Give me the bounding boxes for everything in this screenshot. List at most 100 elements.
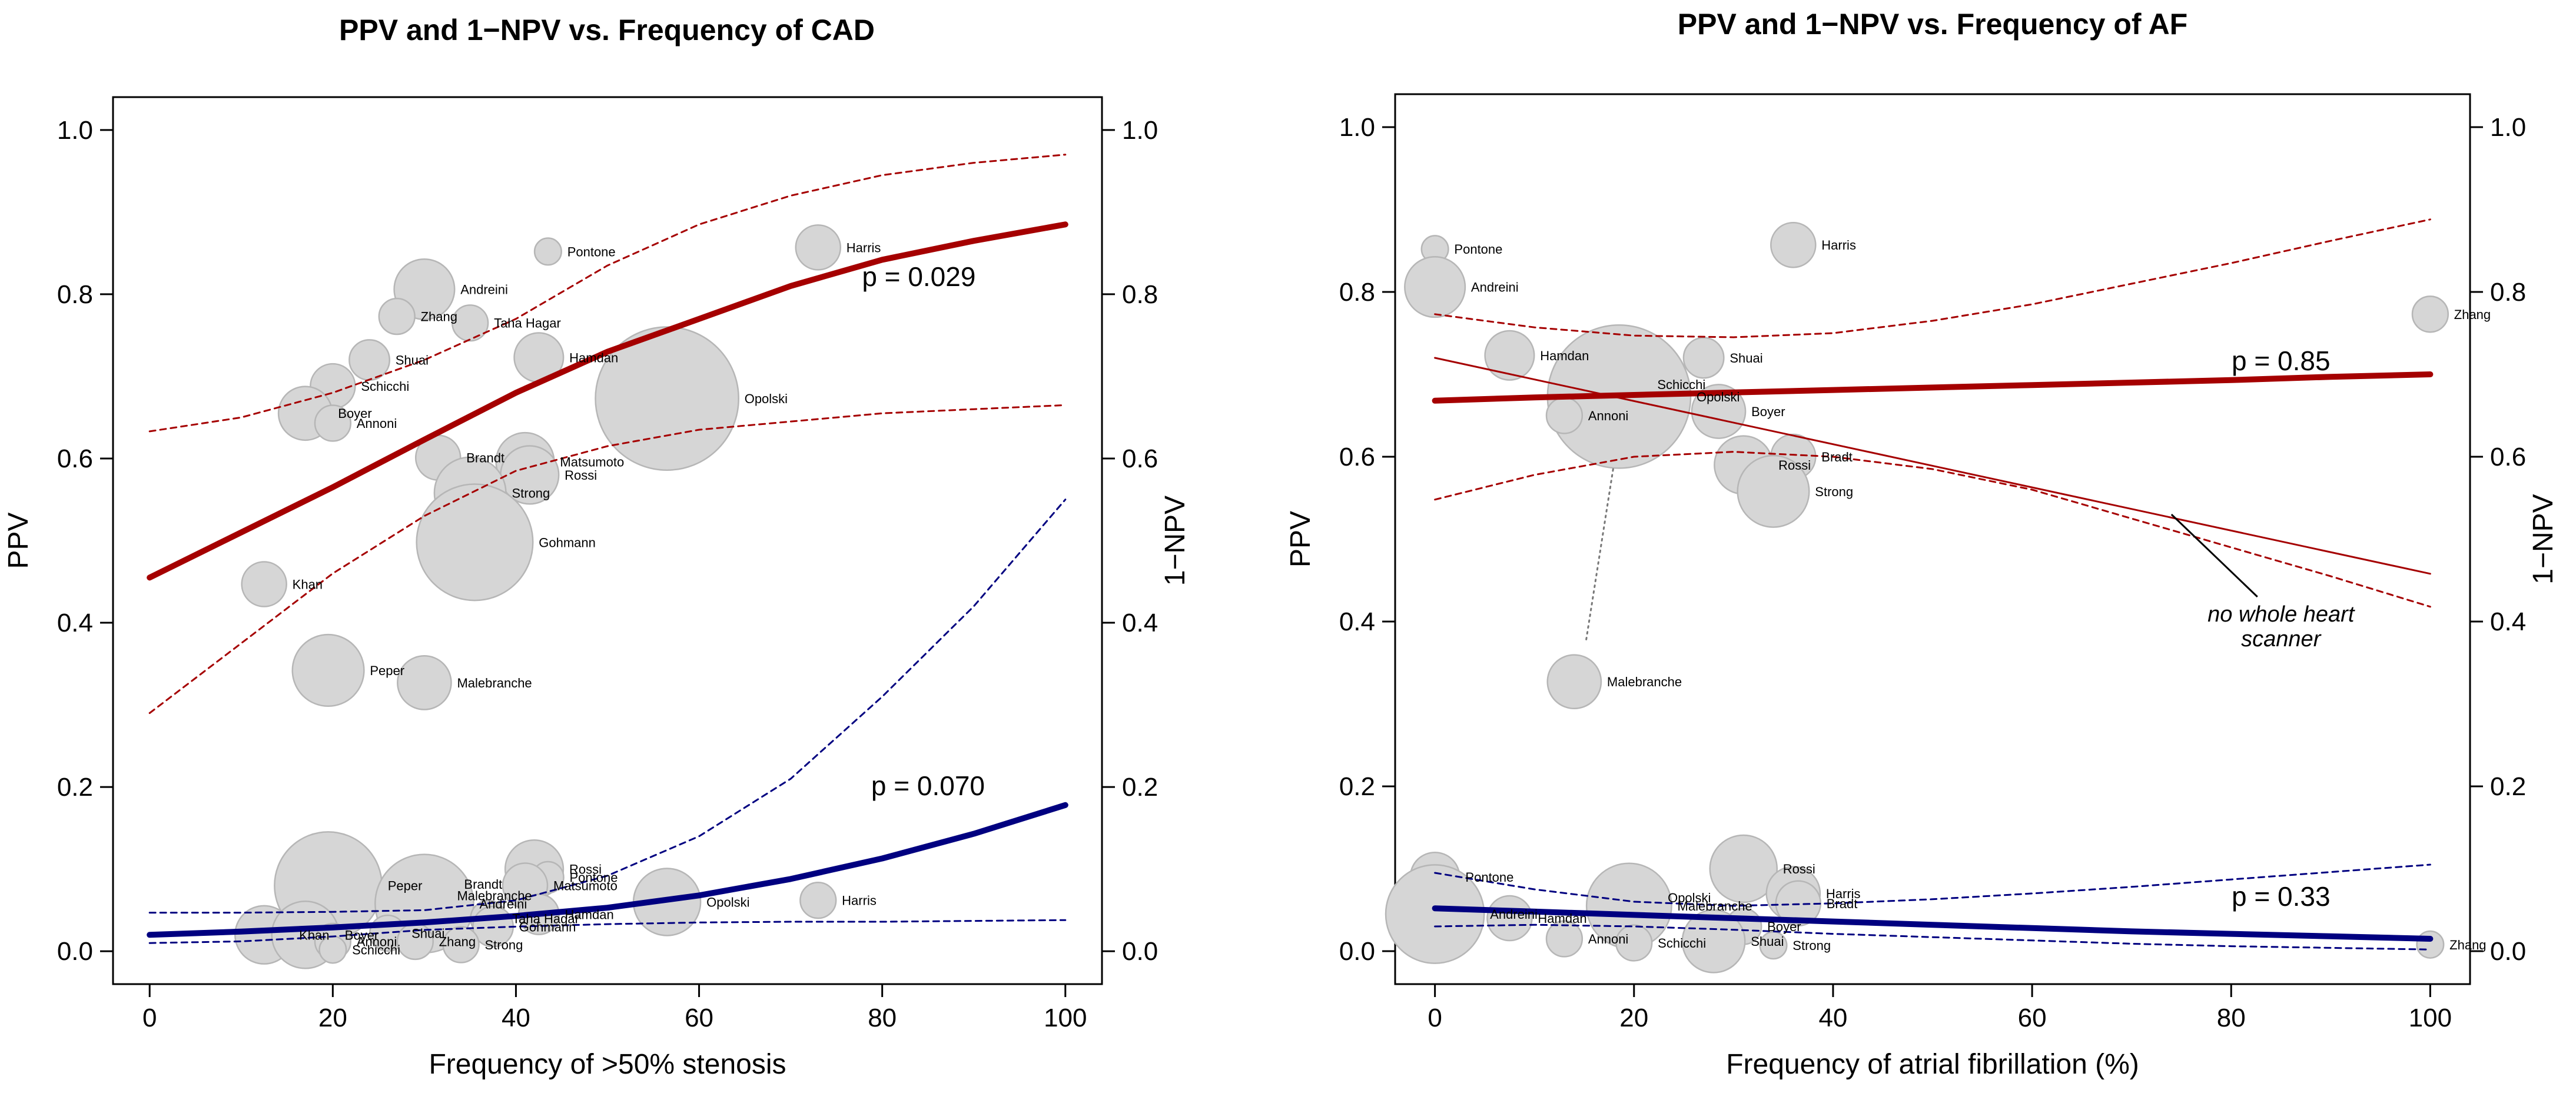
bubble-label: Peper	[388, 879, 423, 893]
bubble-label: Pontone	[1454, 242, 1502, 257]
ppv-bubble	[533, 237, 562, 266]
bubble-label: Gohmann	[539, 535, 596, 550]
bubble-label: Annoni	[357, 934, 397, 949]
bubble-label: Khan	[299, 928, 329, 942]
npv-bubble	[1615, 924, 1653, 962]
p-value-label: p = 0.85	[2232, 345, 2331, 376]
npv-fit-line	[1432, 905, 2434, 942]
y2-axis-title: 1−NPV	[1160, 496, 1191, 586]
bubble-label: Taha Hagar	[494, 316, 561, 331]
ppv-bubble	[416, 483, 534, 602]
bubble-label: Matsumoto	[553, 879, 618, 893]
chart-title: PPV and 1−NPV vs. Frequency of AF	[1678, 8, 2187, 41]
y-tick-label: 0.8	[57, 280, 93, 309]
bubble-label: Schicchi	[1658, 936, 1706, 951]
bubble-label: Harris	[1821, 238, 1856, 253]
y2-tick-label: 0.0	[1122, 937, 1158, 966]
y-tick-label: 0.8	[1339, 278, 1375, 307]
bubble-label: Strong	[1815, 484, 1853, 499]
bubble-label: Shuai	[1751, 934, 1784, 949]
ppv-bubble	[1770, 221, 1817, 268]
ppv-ci-lower	[148, 404, 1067, 714]
y2-tick-label: 0.6	[2490, 443, 2526, 471]
bubble-label: Boyer	[338, 406, 371, 421]
ppv-bubble	[1546, 654, 1602, 710]
bubble-label: Brandt	[464, 877, 502, 892]
bubble-label: Matsumoto	[560, 455, 624, 470]
bubble-label: Boyer	[1751, 404, 1785, 419]
bubble-label: Bradt	[1827, 896, 1858, 911]
bubble-label: Opolski	[1668, 891, 1711, 905]
bubble-label: Andreini	[460, 283, 508, 297]
y-tick-label: 1.0	[57, 116, 93, 145]
bubble-label: Boyer	[345, 928, 379, 942]
bubble-label: Harris	[847, 240, 881, 255]
bubble-label: Zhang	[421, 310, 457, 324]
ppv-bubble	[397, 655, 452, 710]
ppv-bubble	[2411, 295, 2449, 333]
bubble-label: Pontone	[569, 871, 618, 885]
chart-af: PPV and 1−NPV vs. Frequency of AF 0 20 40 60…	[1285, 8, 2559, 1080]
x-tick-label: 40	[502, 1004, 530, 1032]
p-value-label: p = 0.029	[862, 261, 975, 292]
ppv-fit-line	[1432, 371, 2434, 404]
bubble-label: Annoni	[357, 416, 397, 431]
y-tick-label: 0.4	[1339, 607, 1375, 636]
y-tick-label: 0.6	[57, 444, 93, 473]
npv-bubble	[1681, 909, 1746, 974]
bubble-label: Shuai	[411, 926, 444, 941]
bubble-label: Hamdan	[1540, 348, 1589, 363]
x-tick-label: 60	[685, 1004, 713, 1032]
npv-bubble	[2416, 930, 2445, 959]
bubble-label: Schicchi	[361, 379, 409, 394]
npv-bubble	[1709, 834, 1778, 903]
y-tick-label: 0.2	[1339, 772, 1375, 801]
y-tick-label: 0.2	[57, 773, 93, 802]
npv-bubble	[1385, 864, 1485, 964]
y2-tick-label: 0.2	[1122, 773, 1158, 802]
x-tick-label: 60	[2018, 1004, 2047, 1032]
bubble-label: Harris	[842, 893, 877, 908]
bubble-label: Rossi	[565, 468, 597, 483]
ppv-ci-lower	[1434, 451, 2431, 608]
y2-tick-label: 0.6	[1122, 444, 1158, 473]
bubble-label: Annoni	[1588, 932, 1629, 946]
y2-tick-label: 0.8	[2490, 278, 2526, 307]
bubble-label: Brandt	[466, 451, 504, 466]
bubble-label: Opolski	[1697, 390, 1740, 404]
bubble-label: Malebranche	[1607, 675, 1682, 689]
x-tick-label: 80	[868, 1004, 897, 1032]
y-tick-label: 0.4	[57, 609, 93, 637]
bubble-label: Zhang	[2449, 938, 2486, 952]
annotation-text: no whole heart	[2207, 602, 2355, 627]
x-tick-label: 100	[2409, 1004, 2452, 1032]
bubble-label: Andreini	[1490, 907, 1538, 922]
ppv-bubble	[1737, 454, 1810, 528]
npv-ci-lower	[1434, 923, 2431, 951]
x-tick-label: 0	[1428, 1004, 1442, 1032]
bubble-label: Annoni	[1588, 408, 1629, 423]
npv-fit-line	[147, 802, 1068, 938]
bubble-label: Schicchi	[352, 942, 400, 957]
y-tick-label: 0.6	[1339, 443, 1375, 471]
ppv-bubble	[1484, 330, 1535, 381]
chart-cad: PPV and 1−NPV vs. Frequency of CAD 0 20 40 6…	[3, 14, 1191, 1080]
bubble-label: Strong	[485, 938, 523, 952]
x-tick-label: 20	[318, 1004, 347, 1032]
ppv-bubble	[348, 339, 391, 381]
bubble-label: Shuai	[396, 353, 429, 368]
ppv-bubble	[1682, 337, 1725, 379]
bubble-label: Malebranche	[457, 676, 532, 690]
y2-tick-label: 0.4	[1122, 609, 1158, 637]
bubble-label: Harris	[1826, 886, 1861, 901]
bubble-label: Opolski	[745, 391, 788, 406]
y-tick-label: 1.0	[1339, 113, 1375, 142]
x-axis-title: Frequency of >50% stenosis	[429, 1049, 786, 1080]
npv-bubble	[799, 882, 837, 919]
npv-bubble	[1486, 895, 1533, 942]
bubble-label: Rossi	[1783, 862, 1815, 876]
bubble-label: Bradt	[1821, 450, 1853, 464]
ppv-ci-upper	[148, 154, 1067, 433]
bubble-label: Andreini	[1471, 280, 1519, 295]
bubble-label: Opolski	[706, 895, 749, 909]
